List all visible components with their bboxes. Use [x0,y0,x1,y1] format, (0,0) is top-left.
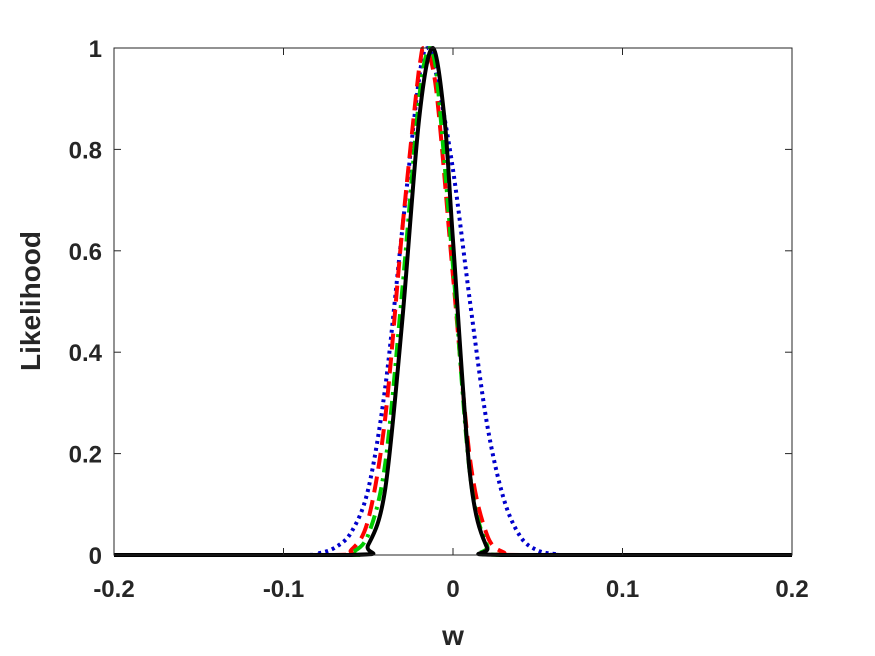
y-tick-label: 0.8 [69,137,102,164]
plot-frame [113,47,793,556]
x-tick-label: -0.2 [93,576,134,603]
y-axis-title: Likelihood [15,231,46,371]
y-tick-label: 0 [89,543,102,570]
plot-background [114,48,792,555]
tick-labels-layer: -0.2 -0.1 0 0.1 0.2 0 0.2 0.4 0.6 0.8 1 [69,36,809,603]
y-tick-label: 0.4 [69,340,103,367]
y-tick-label: 1 [89,36,102,63]
x-tick-label: 0 [446,576,459,603]
x-tick-label: -0.1 [263,576,304,603]
x-tick-label: 0.1 [606,576,639,603]
y-tick-label: 0.6 [69,239,102,266]
x-axis-title: w [441,620,464,651]
x-tick-label: 0.2 [775,576,808,603]
y-tick-label: 0.2 [69,442,102,469]
